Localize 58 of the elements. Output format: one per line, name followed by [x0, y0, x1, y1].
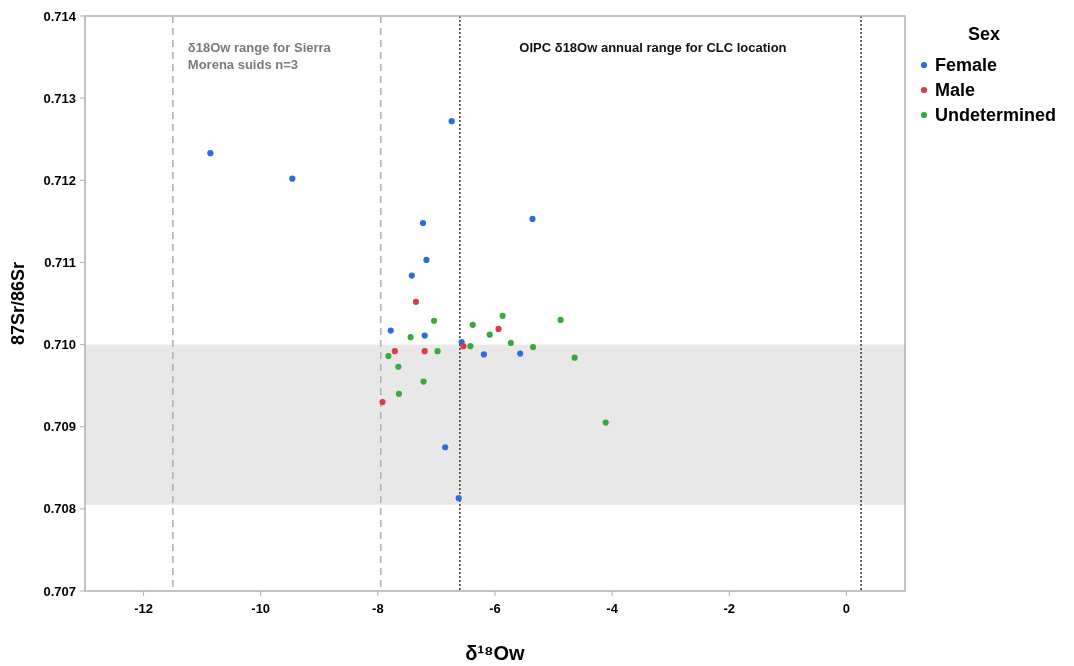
y-tick-label: 0.714: [43, 8, 77, 24]
point: [395, 390, 403, 397]
point: [421, 348, 428, 355]
point: [423, 256, 430, 264]
point: [420, 378, 427, 385]
point: [207, 150, 214, 157]
point: [442, 444, 449, 451]
point: [387, 327, 394, 334]
point: [448, 118, 455, 125]
y-tick-label: 0.707: [43, 583, 76, 599]
point: [571, 354, 578, 361]
y-tick-label: 0.708: [43, 501, 76, 517]
point: [408, 272, 415, 279]
point: [557, 316, 564, 324]
x-tick-label: -10: [251, 601, 271, 616]
y-tick-label: 0.711: [44, 254, 76, 270]
legend-label: Undetermined: [935, 105, 1057, 125]
y-tick-label: 0.712: [43, 172, 76, 188]
legend-label: Female: [935, 55, 998, 75]
x-tick-label: 0: [842, 601, 851, 616]
point: [507, 339, 514, 347]
point: [460, 343, 467, 350]
point: [407, 334, 414, 341]
y-tick-label: 0.710: [43, 337, 76, 353]
point: [455, 495, 462, 502]
y-axis-title: 87Sr/86Sr: [8, 261, 28, 346]
x-tick-label: -8: [372, 601, 384, 616]
y-tick-label: 0.713: [43, 90, 76, 106]
point: [395, 363, 402, 370]
x-tick-label: -4: [606, 601, 619, 616]
point: [379, 398, 386, 406]
x-tick-label: -12: [134, 601, 153, 616]
point: [391, 348, 398, 355]
x-axis-title: δ¹⁸Ow: [465, 642, 526, 664]
legend-label: Male: [935, 80, 976, 100]
point: [529, 343, 537, 351]
point: [289, 175, 296, 182]
point: [486, 331, 493, 338]
point: [469, 321, 476, 328]
point: [385, 352, 392, 360]
point: [467, 343, 474, 350]
legend-title: Sex: [968, 24, 1001, 44]
point: [421, 332, 428, 339]
point: [431, 317, 438, 324]
point: [517, 350, 524, 357]
point: [529, 215, 536, 222]
point: [495, 325, 502, 333]
x-tick-label: -6: [489, 601, 501, 616]
y-tick-label: 0.709: [43, 419, 76, 435]
annotation: δ18Ow range for Sierra Morena suids n=3: [187, 40, 332, 72]
point: [602, 419, 609, 426]
point: [499, 312, 506, 319]
point: [419, 219, 427, 227]
annotation: OIPC δ18Ow annual range for CLC location: [519, 40, 787, 55]
point: [480, 351, 487, 358]
point: [434, 348, 441, 355]
point: [412, 298, 420, 305]
x-tick-label: -2: [723, 601, 736, 616]
